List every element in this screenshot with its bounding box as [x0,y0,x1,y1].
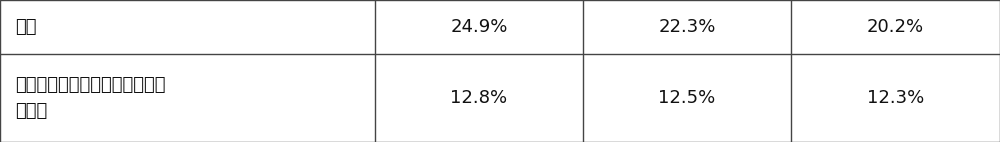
Text: 得率: 得率 [15,18,36,36]
Text: 20.2%: 20.2% [867,18,924,36]
Text: 24.9%: 24.9% [450,18,508,36]
Text: 12.3%: 12.3% [867,89,924,107]
Text: 22.3%: 22.3% [658,18,716,36]
Text: 12.5%: 12.5% [658,89,716,107]
Text: 12.8%: 12.8% [450,89,508,107]
Text: 葛仙米藻胆蛋白粗提物中藻胆蛋
白含量: 葛仙米藻胆蛋白粗提物中藻胆蛋 白含量 [15,76,166,120]
